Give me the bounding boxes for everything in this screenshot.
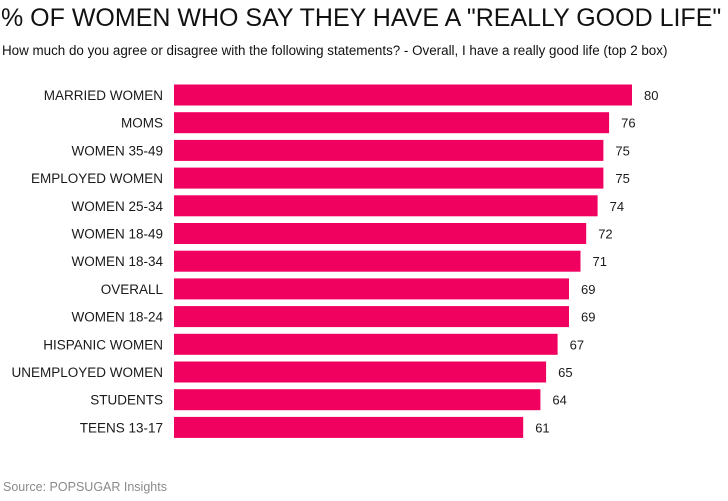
category-label: WOMEN 18-34 [71,254,163,269]
bar [174,139,604,161]
value-label: 76 [621,116,635,131]
value-label: 69 [581,282,595,297]
bar [174,250,581,272]
bar [174,195,598,217]
bar [174,416,524,438]
category-label: MARRIED WOMEN [44,88,163,103]
bar [174,84,632,106]
category-label: EMPLOYED WOMEN [31,171,163,186]
source-note: Source: POPSUGAR Insights [3,480,167,494]
category-label: OVERALL [101,282,164,297]
category-label: MOMS [121,116,163,131]
value-label: 80 [644,88,658,103]
value-label: 67 [570,337,584,352]
value-label: 75 [615,143,629,158]
value-label: 65 [558,365,572,380]
category-label: WOMEN 18-24 [71,310,163,325]
bar [174,167,604,189]
value-label: 61 [535,420,549,435]
value-label: 69 [581,310,595,325]
bar [174,306,569,328]
category-label: WOMEN 18-49 [71,227,163,242]
bar [174,112,610,134]
bar [174,389,541,411]
category-label: UNEMPLOYED WOMEN [11,365,163,380]
bar [174,333,558,355]
value-label: 75 [615,171,629,186]
chart-subtitle: How much do you agree or disagree with t… [2,43,668,58]
category-label: STUDENTS [90,393,163,408]
value-label: 71 [593,254,607,269]
bar [174,223,587,244]
value-label: 74 [610,199,624,214]
chart-title: % OF WOMEN WHO SAY THEY HAVE A "REALLY G… [1,4,722,32]
category-label: TEENS 13-17 [80,420,163,435]
category-label: HISPANIC WOMEN [43,337,163,352]
value-label: 72 [598,227,612,242]
bar [174,278,569,300]
value-label: 64 [552,393,566,408]
category-label: WOMEN 35-49 [71,143,163,158]
bar [174,361,547,383]
category-label: WOMEN 25-34 [71,199,163,214]
